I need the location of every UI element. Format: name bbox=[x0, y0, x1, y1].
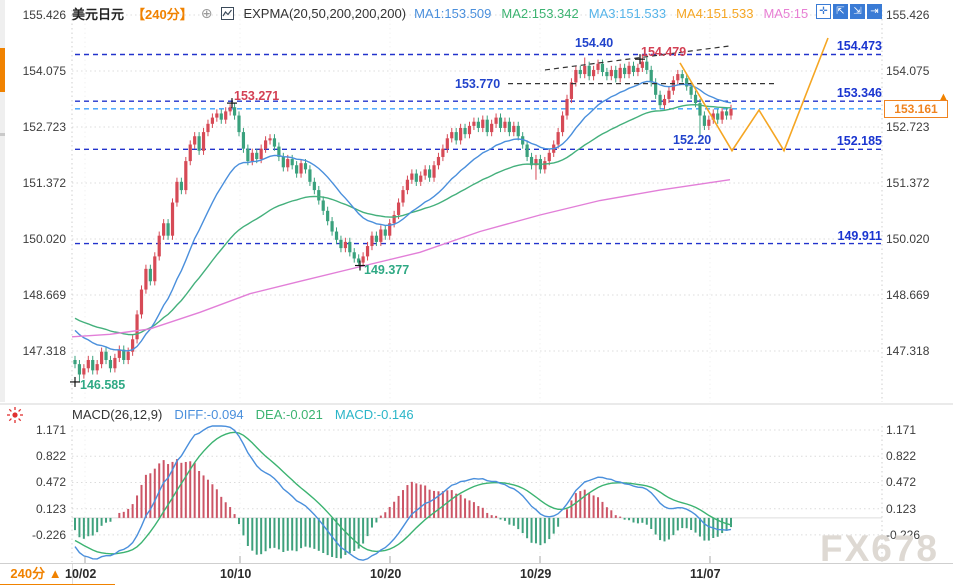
ma-values-list: MA1:153.509 MA2:153.342 MA3:151.533 MA4:151… bbox=[414, 6, 818, 21]
fit-chart-icon[interactable]: ⇱ bbox=[833, 4, 848, 19]
ma-value-label: MA1:153.509 bbox=[414, 5, 492, 21]
price-tick-left: 155.426 bbox=[22, 8, 66, 22]
annotation-154.40: 154.40 bbox=[575, 36, 614, 50]
annotation-153.271: 153.271 bbox=[234, 89, 280, 103]
left-scroll-strip[interactable] bbox=[0, 0, 5, 402]
interval-tab-240min[interactable]: 240分 ▲ bbox=[0, 564, 73, 584]
price-tick-left: 150.020 bbox=[22, 231, 66, 246]
kline-glyph bbox=[221, 6, 235, 20]
macd-title: MACD(26,12,9) bbox=[72, 407, 163, 422]
price-tick-right: 150.020 bbox=[886, 231, 930, 246]
macd-tick-right: 0.822 bbox=[886, 449, 917, 464]
level-label-153.346: 153.346 bbox=[836, 86, 882, 101]
macd-dea-label: DEA:-0.021 bbox=[255, 407, 323, 422]
price-tick-left: 152.723 bbox=[22, 119, 66, 134]
price-tick-left: 151.372 bbox=[22, 175, 66, 190]
macd-tick-left: -0.226 bbox=[31, 527, 66, 542]
annotation-149.377: 149.377 bbox=[364, 263, 410, 277]
ma-value-label: MA5:15 bbox=[763, 5, 809, 21]
price-tick-right: 154.075 bbox=[886, 63, 930, 78]
time-axis-row: 240分 ▲ 10/02 10/10 10/20 10/29 11/07 bbox=[0, 563, 953, 585]
scale-chart-icon[interactable]: ⇲ bbox=[850, 4, 865, 19]
macd-tick-right: 0.123 bbox=[886, 501, 917, 516]
macd-tick-left: 0.123 bbox=[35, 501, 66, 516]
crosshair-pan-icon[interactable]: ✛ bbox=[816, 4, 831, 19]
macd-macd-label: MACD:-0.146 bbox=[334, 407, 414, 422]
watermark: FX678 bbox=[820, 528, 940, 569]
level-label-149.911: 149.911 bbox=[837, 228, 883, 243]
kline-settings-icon[interactable] bbox=[220, 6, 235, 21]
ma-value-label: MA4:151.533 bbox=[676, 5, 754, 21]
macd-tick-right: -0.226 bbox=[886, 527, 921, 542]
go-to-latest-icon[interactable]: ⇥ bbox=[867, 4, 882, 19]
price-tick-right: 147.318 bbox=[886, 343, 930, 358]
date-label-10/10: 10/10 bbox=[220, 567, 252, 581]
ma-value-label: MA3:151.533 bbox=[588, 5, 667, 21]
date-label-10/29: 10/29 bbox=[520, 567, 552, 581]
date-label-10/02: 10/02 bbox=[65, 567, 97, 581]
last-price-tag: 153.161 bbox=[884, 99, 948, 118]
macd-tick-left: 1.171 bbox=[35, 423, 66, 437]
interval-tab-arrow-icon: ▲ bbox=[48, 566, 62, 581]
interval-tab-label: 240分 bbox=[10, 566, 46, 581]
annotation-146.585: 146.585 bbox=[80, 378, 126, 392]
annotation-153.770: 153.770 bbox=[455, 77, 501, 91]
annotation-154.479: 154.479 bbox=[641, 45, 687, 59]
price-tick-right: 152.723 bbox=[886, 119, 930, 134]
date-label-10/20: 10/20 bbox=[370, 567, 402, 581]
macd-legend: MACD(26,12,9) DIFF:-0.094 DEA:-0.021 MAC… bbox=[72, 407, 414, 422]
price-tick-left: 148.669 bbox=[22, 287, 66, 302]
macd-tick-left: 0.822 bbox=[35, 449, 66, 464]
price-tick-left: 154.075 bbox=[22, 63, 66, 78]
annotation-152.20: 152.20 bbox=[673, 133, 712, 147]
ma-value-label: MA2:153.342 bbox=[501, 5, 579, 21]
macd-diff-label: DIFF:-0.094 bbox=[174, 407, 244, 422]
price-tick-left: 147.318 bbox=[22, 343, 66, 358]
price-tick-right: 151.372 bbox=[886, 175, 930, 190]
expma-label: EXPMA(20,50,200,200,200) bbox=[243, 5, 407, 21]
symbol-title: 美元日元 bbox=[72, 6, 125, 22]
level-label-152.185: 152.185 bbox=[836, 134, 882, 149]
price-tick-right: 155.426 bbox=[886, 8, 930, 22]
left-scroll-thumb[interactable] bbox=[0, 48, 5, 92]
macd-tick-left: 0.472 bbox=[35, 475, 66, 490]
add-indicator-icon[interactable]: ⊕ bbox=[200, 5, 213, 21]
level-label-154.473: 154.473 bbox=[836, 39, 882, 54]
date-label-11/07: 11/07 bbox=[690, 567, 721, 581]
chart-toolbar: ✛ ⇱ ⇲ ⇥ bbox=[816, 4, 882, 19]
macd-tick-right: 1.171 bbox=[886, 423, 917, 437]
macd-tick-right: 0.472 bbox=[886, 475, 917, 490]
left-strip-notch bbox=[0, 133, 5, 136]
interval-label[interactable]: 【240分】 bbox=[132, 6, 193, 22]
price-alert-marker: ▲ bbox=[938, 90, 949, 103]
chart-legend-bar: 美元日元 【240分】 ⊕ EXPMA(20,50,200,200,200) M… bbox=[72, 3, 818, 23]
price-tick-right: 148.669 bbox=[886, 287, 930, 302]
indicator-settings-sun-icon[interactable] bbox=[6, 406, 24, 424]
